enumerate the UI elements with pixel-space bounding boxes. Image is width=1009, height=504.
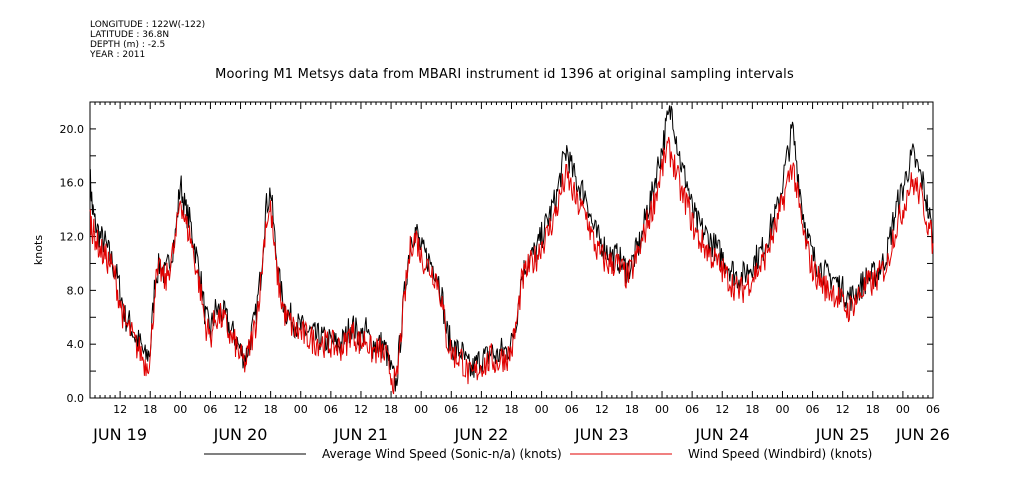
meta-longitude: LONGITUDE : 122W(-122) (90, 20, 206, 30)
x-tick-label: 18 (384, 403, 398, 416)
x-tick-label: 12 (354, 403, 368, 416)
x-tick-label: 06 (926, 403, 940, 416)
meta-latitude: LATITUDE : 36.8N (90, 30, 170, 40)
x-day-label: JUN 19 (92, 425, 147, 444)
y-tick-label: 0.0 (67, 392, 85, 405)
x-tick-label: 18 (264, 403, 278, 416)
x-day-label: JUN 20 (213, 425, 268, 444)
y-tick-label: 20.0 (60, 123, 85, 136)
x-tick-label: 06 (203, 403, 217, 416)
metadata-block: LONGITUDE : 122W(-122) LATITUDE : 36.8N … (90, 20, 205, 60)
y-axis: 0.0 4.0 8.0 12.0 16.0 20.0 (60, 123, 933, 405)
x-tick-label: 12 (234, 403, 248, 416)
y-axis-label: knots (32, 235, 45, 265)
x-tick-label: 00 (535, 403, 549, 416)
x-tick-label: 00 (775, 403, 789, 416)
meta-year: YEAR : 2011 (90, 50, 146, 60)
x-tick-label: 06 (806, 403, 820, 416)
x-tick-label: 18 (143, 403, 157, 416)
x-tick-label: 18 (745, 403, 759, 416)
x-tick-label: 12 (474, 403, 488, 416)
x-tick-label: 18 (625, 403, 639, 416)
x-tick-label: 00 (655, 403, 669, 416)
chart-title: Mooring M1 Metsys data from MBARI instru… (215, 67, 794, 82)
meta-depth: DEPTH (m) : -2.5 (90, 40, 166, 50)
x-day-label: JUN 23 (574, 425, 629, 444)
legend-label-windbird: Wind Speed (Windbird) (knots) (688, 447, 872, 461)
x-tick-label: 00 (294, 403, 308, 416)
x-tick-label: 00 (896, 403, 910, 416)
x-day-label: JUN 25 (815, 425, 870, 444)
x-tick-label: 06 (444, 403, 458, 416)
legend-label-average: Average Wind Speed (Sonic-n/a) (knots) (322, 447, 562, 461)
x-day-label: JUN 21 (333, 425, 388, 444)
y-tick-label: 4.0 (67, 338, 85, 351)
x-tick-label: 00 (414, 403, 428, 416)
x-tick-label: 12 (113, 403, 127, 416)
x-tick-label: 06 (685, 403, 699, 416)
series-lines (89, 105, 934, 395)
x-tick-label: 18 (505, 403, 519, 416)
x-tick-label: 00 (173, 403, 187, 416)
x-tick-label: 18 (866, 403, 880, 416)
x-tick-label: 12 (595, 403, 609, 416)
series-average-wind-speed (89, 105, 934, 392)
y-tick-label: 16.0 (60, 177, 85, 190)
x-day-label: JUN 22 (453, 425, 508, 444)
series-windbird-wind-speed (89, 136, 934, 395)
y-tick-label: 12.0 (60, 231, 85, 244)
x-tick-label: 06 (324, 403, 338, 416)
legend: Average Wind Speed (Sonic-n/a) (knots) Wi… (204, 447, 872, 461)
x-day-label: JUN 24 (694, 425, 749, 444)
x-tick-label: 12 (836, 403, 850, 416)
x-axis: 12 18 00 06 12 18 00 06 12 18 00 06 12 18 00 06 12 18 00 06… (89, 102, 950, 444)
x-day-label: JUN 26 (895, 425, 950, 444)
x-tick-label: 06 (565, 403, 579, 416)
y-tick-label: 8.0 (67, 284, 85, 297)
x-tick-label: 12 (715, 403, 729, 416)
